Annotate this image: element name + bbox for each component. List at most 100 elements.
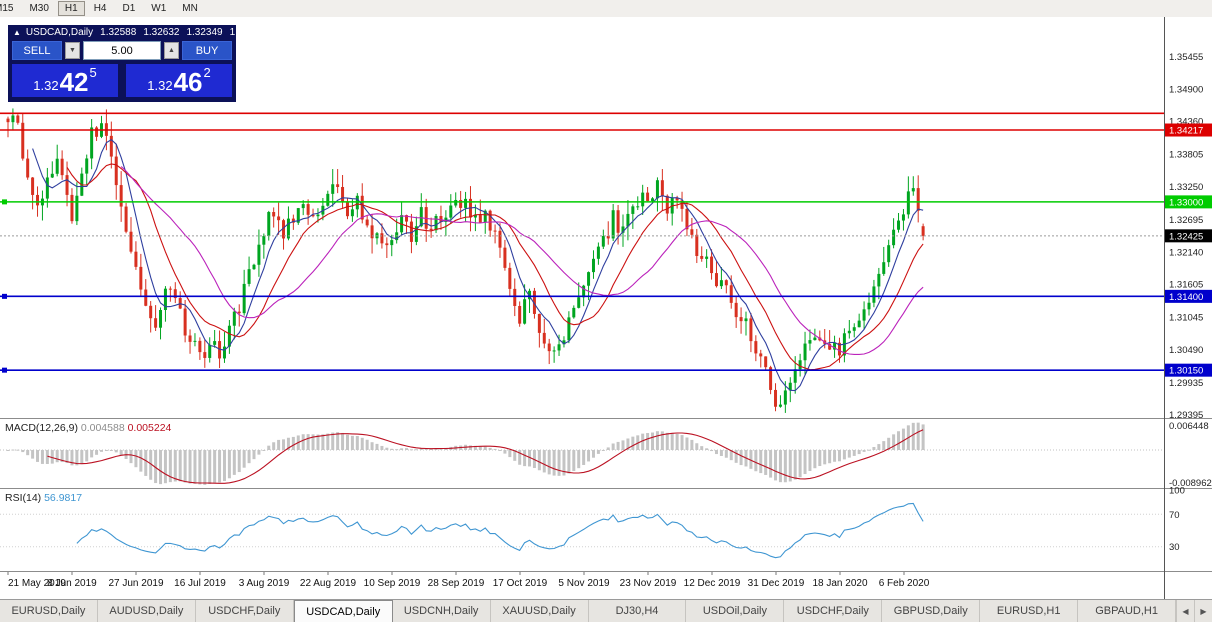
chart-area[interactable]: 1.35455 1.34900 1.34360 1.33805 1.33250 1.326… <box>0 17 1212 599</box>
svg-text:1.30490: 1.30490 <box>1169 345 1203 356</box>
price-axis-labels: 1.35455 1.34900 1.34360 1.33805 1.33250 1.326… <box>1169 52 1203 421</box>
chart-tabs: EURUSD,Daily AUDUSD,Daily USDCHF,Daily USDC… <box>0 600 1177 622</box>
tab-scroll-left-icon[interactable]: ◀ <box>1176 600 1194 622</box>
rsi-axis-70: 70 <box>1169 510 1180 521</box>
rsi-axis-30: 30 <box>1169 542 1180 553</box>
trade-panel-controls: SELL ▼ ▲ BUY <box>8 39 236 62</box>
svg-text:1.30150: 1.30150 <box>1169 366 1203 377</box>
svg-text:10 Sep 2019: 10 Sep 2019 <box>364 578 421 589</box>
rsi-indicator <box>0 502 1164 559</box>
svg-text:1.32695: 1.32695 <box>1169 215 1203 226</box>
tab-1-audusd-daily[interactable]: AUDUSD,Daily <box>97 600 196 622</box>
svg-text:6 Feb 2020: 6 Feb 2020 <box>879 578 930 589</box>
macd-indicator <box>0 422 1164 485</box>
tab-5-xauusd-daily[interactable]: XAUUSD,Daily <box>490 600 589 622</box>
tab-4-usdcnh-daily[interactable]: USDCNH,Daily <box>392 600 491 622</box>
svg-text:1.34217: 1.34217 <box>1169 126 1203 137</box>
bid-big-digits: 42 <box>59 67 89 97</box>
tab-9-gbpusd-daily[interactable]: GBPUSD,Daily <box>882 600 981 622</box>
ask-sup-digit: 2 <box>203 65 211 80</box>
svg-text:31 Dec 2019: 31 Dec 2019 <box>748 578 805 589</box>
svg-text:1.29935: 1.29935 <box>1169 378 1203 389</box>
svg-text:12 Dec 2019: 12 Dec 2019 <box>684 578 741 589</box>
volume-decrease-button[interactable]: ▼ <box>65 42 80 59</box>
buy-button[interactable]: BUY <box>182 41 232 60</box>
timeframe-button-d1[interactable]: D1 <box>116 1 143 16</box>
chart-canvas[interactable]: 1.354551.349001.343601.338051.332501.326… <box>0 17 1212 599</box>
ohlc-high: 1.32632 <box>143 27 180 38</box>
macd-label: MACD(12,26,9) 0.004588 0.005224 <box>5 422 172 434</box>
tab-11-gbpaud-h1[interactable]: GBPAUD,H1 <box>1078 600 1177 622</box>
svg-text:1.34360: 1.34360 <box>1169 117 1203 128</box>
timeframe-button-w1[interactable]: W1 <box>144 1 173 16</box>
one-click-trade-panel: ▲ USDCAD,Daily 1.32588 1.32632 1.32349 1… <box>8 25 266 102</box>
svg-text:22 Aug 2019: 22 Aug 2019 <box>300 578 357 589</box>
svg-text:21 May 2019: 21 May 2019 <box>8 578 66 589</box>
svg-text:1.31605: 1.31605 <box>1169 279 1203 290</box>
ohlc-close: 1.32425 <box>229 27 266 38</box>
bid-price-display: 1.32 42 5 <box>12 64 118 97</box>
svg-text:18 Jan 2020: 18 Jan 2020 <box>812 578 867 589</box>
tab-6-dj30-h4[interactable]: DJ30,H4 <box>588 600 687 622</box>
svg-text:1.33000: 1.33000 <box>1169 197 1203 208</box>
ask-price-display: 1.32 46 2 <box>126 64 232 97</box>
line-handle-1.30150[interactable] <box>2 367 7 373</box>
svg-text:5 Nov 2019: 5 Nov 2019 <box>558 578 610 589</box>
timeframe-toolbar: M15M30H1H4D1W1MN <box>0 0 1212 18</box>
trade-panel-header: ▲ USDCAD,Daily 1.32588 1.32632 1.32349 1… <box>8 25 266 39</box>
tab-3-usdcad-daily[interactable]: USDCAD,Daily <box>293 600 393 622</box>
rsi-line <box>76 502 924 559</box>
bid-sup-digit: 5 <box>89 65 97 80</box>
tab-scroll-right-icon[interactable]: ▶ <box>1194 600 1212 622</box>
price-tag-1.31400: 1.31400 <box>1165 289 1212 303</box>
timeframe-buttons: M15M30H1H4D1W1MN <box>0 0 1212 17</box>
sell-button[interactable]: SELL <box>12 41 62 60</box>
macd-signal-line <box>47 429 924 484</box>
timeframe-button-m15[interactable]: M15 <box>0 1 20 16</box>
bid-prefix: 1.32 <box>33 78 59 93</box>
trade-panel-prices: 1.32 42 5 1.32 46 2 <box>8 62 236 102</box>
svg-text:1.33250: 1.33250 <box>1169 182 1203 193</box>
svg-text:3 Aug 2019: 3 Aug 2019 <box>239 578 290 589</box>
line-handle-1.33000[interactable] <box>2 199 7 205</box>
tab-7-usdoil-daily[interactable]: USDOil,Daily <box>686 600 785 622</box>
ohlc-low: 1.32349 <box>186 27 223 38</box>
svg-text:1.29395: 1.29395 <box>1169 410 1203 421</box>
candlesticks <box>6 108 925 413</box>
svg-text:23 Nov 2019: 23 Nov 2019 <box>620 578 677 589</box>
svg-text:8 Jun 2019: 8 Jun 2019 <box>47 578 97 589</box>
tab-10-eurusd-h1[interactable]: EURUSD,H1 <box>980 600 1079 622</box>
macd-axis-min: -0.008962 <box>1169 478 1212 489</box>
timeframe-button-m30[interactable]: M30 <box>22 1 55 16</box>
collapse-icon[interactable]: ▲ <box>13 28 21 37</box>
rsi-label: RSI(14) 56.9817 <box>5 492 82 504</box>
line-handle-1.31400[interactable] <box>2 293 7 299</box>
tab-0-eurusd-daily[interactable]: EURUSD,Daily <box>0 600 98 622</box>
timeframe-button-h4[interactable]: H4 <box>87 1 114 16</box>
tab-2-usdchf-daily[interactable]: USDCHF,Daily <box>195 600 294 622</box>
mid-ma-line <box>66 163 924 371</box>
svg-text:1.31045: 1.31045 <box>1169 312 1203 323</box>
rsi-axis-100: 100 <box>1169 486 1185 497</box>
svg-text:17 Oct 2019: 17 Oct 2019 <box>493 578 548 589</box>
timeframe-button-mn[interactable]: MN <box>175 1 205 16</box>
svg-text:1.35455: 1.35455 <box>1169 52 1203 63</box>
svg-text:1.32425: 1.32425 <box>1169 231 1203 242</box>
timeframe-button-h1[interactable]: H1 <box>57 1 85 16</box>
ohlc-open: 1.32588 <box>100 27 137 38</box>
volume-input[interactable] <box>83 41 161 60</box>
price-tag-1.34217: 1.34217 <box>1165 123 1212 137</box>
fast-ma-line <box>32 139 924 392</box>
price-tag-1.30150: 1.30150 <box>1165 363 1212 377</box>
svg-text:27 Jun 2019: 27 Jun 2019 <box>108 578 163 589</box>
svg-text:1.34900: 1.34900 <box>1169 85 1203 96</box>
ask-prefix: 1.32 <box>147 78 173 93</box>
slow-ma-line <box>120 166 924 355</box>
ask-big-digits: 46 <box>173 67 203 97</box>
tab-8-usdchf-daily[interactable]: USDCHF,Daily <box>784 600 883 622</box>
svg-text:28 Sep 2019: 28 Sep 2019 <box>428 578 485 589</box>
svg-text:1.33805: 1.33805 <box>1169 149 1203 160</box>
svg-text:16 Jul 2019: 16 Jul 2019 <box>174 578 226 589</box>
volume-increase-button[interactable]: ▲ <box>164 42 179 59</box>
